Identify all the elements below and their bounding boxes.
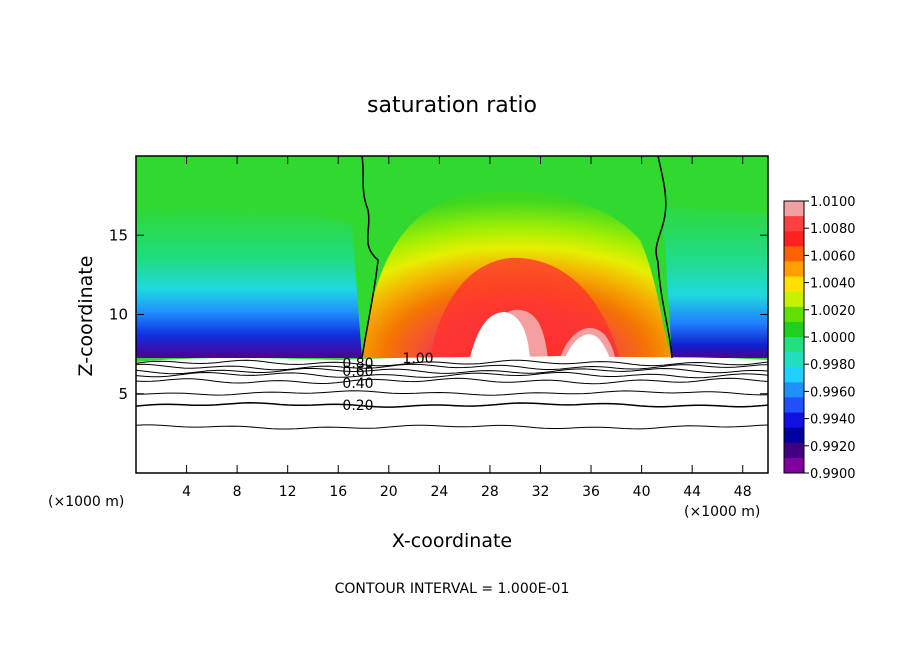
x-tick-label: 4 <box>182 484 191 500</box>
x-tick-label: 20 <box>380 484 398 500</box>
colorbar-swatch <box>784 352 804 368</box>
colorbar-label: 1.0080 <box>810 222 856 237</box>
colorbar-swatch <box>784 397 804 414</box>
contour-label: 1.00 <box>402 351 433 367</box>
colorbar-label: 1.0000 <box>810 331 856 346</box>
contour-label: 0.60 <box>342 364 373 380</box>
contour-labels: 1.00 0.800.600.40 0.20 <box>342 351 433 414</box>
colorbar-swatch <box>784 442 804 459</box>
colorbar-label: 1.0040 <box>810 277 856 292</box>
colorbar-swatch <box>784 412 804 429</box>
contour-line-1.00 <box>361 156 673 359</box>
y-axis-label: Z-coordinate <box>75 256 97 377</box>
field-left-cold-region <box>136 205 362 358</box>
colorbar-swatch <box>784 306 804 323</box>
x-tick-label: 24 <box>430 484 448 500</box>
colorbar-label: 1.0100 <box>810 195 856 210</box>
y-tick-label: 15 <box>109 226 128 244</box>
colorbar-swatch <box>784 321 804 338</box>
field-lower-dry-region <box>136 356 768 473</box>
lower-contour-line <box>136 377 768 385</box>
x-tick-label: 28 <box>481 484 499 500</box>
colorbar-swatch <box>784 201 804 217</box>
field-white-holes <box>470 312 610 358</box>
colorbar-label: 0.9940 <box>810 413 856 428</box>
x-tick-label: 8 <box>233 484 242 500</box>
colorbar-swatch <box>784 427 804 444</box>
lower-contour-line <box>136 367 768 375</box>
contour-label: 0.80 <box>342 356 373 372</box>
x-axis-label: X-coordinate <box>392 530 512 552</box>
colorbar-swatch <box>784 457 804 474</box>
y-axis-ticks: 5 10 15 <box>109 226 768 403</box>
colorbar-swatch <box>784 246 804 262</box>
colorbar-label: 0.9960 <box>810 385 856 400</box>
colorbar-label: 0.9900 <box>810 467 856 482</box>
x-axis-ticks: 4 8 12 16 20 24 28 32 36 40 44 48 <box>182 156 752 500</box>
x-tick-label: 44 <box>683 484 701 500</box>
x-tick-label: 32 <box>532 484 550 500</box>
x-tick-label: 36 <box>582 484 600 500</box>
colorbar-swatch <box>784 367 804 383</box>
colorbar-swatch <box>784 216 804 232</box>
contour-label: 0.40 <box>342 376 373 392</box>
lower-contour-lines <box>136 359 768 430</box>
colorbar-swatch <box>784 382 804 398</box>
colorbar-label: 0.9920 <box>810 440 856 455</box>
lower-contour-line <box>136 402 768 408</box>
x-tick-label: 12 <box>279 484 297 500</box>
field-right-cold-region <box>662 200 768 358</box>
colorbar: 1.0100 1.0080 1.0060 1.0040 1.0020 1.0000 0.99… <box>783 195 856 482</box>
x-tick-label: 40 <box>633 484 651 500</box>
lower-contour-line <box>136 363 768 371</box>
lower-contour-line <box>136 390 768 396</box>
lower-contour-line <box>136 371 768 379</box>
colorbar-swatch <box>784 231 804 247</box>
colorbar-swatch <box>784 291 804 308</box>
colorbar-swatch <box>784 261 804 278</box>
contour-label: 0.20 <box>342 398 373 414</box>
y-tick-label: 5 <box>118 385 128 403</box>
x-unit-label-left: (×1000 m) <box>48 494 124 510</box>
chart-title: saturation ratio <box>367 93 537 118</box>
colorbar-label: 1.0060 <box>810 249 856 264</box>
y-tick-label: 10 <box>109 306 128 324</box>
heatmap-field <box>136 156 768 473</box>
contour-interval-footer: CONTOUR INTERVAL = 1.000E-01 <box>335 581 570 597</box>
x-unit-label-right: (×1000 m) <box>684 504 760 520</box>
x-tick-label: 16 <box>329 484 347 500</box>
colorbar-label: 1.0020 <box>810 304 856 319</box>
lower-contour-line <box>136 359 768 367</box>
colorbar-label: 0.9980 <box>810 358 856 373</box>
x-tick-label: 48 <box>734 484 752 500</box>
colorbar-swatch <box>784 276 804 293</box>
lower-contour-line <box>136 424 768 430</box>
colorbar-swatch <box>784 337 804 353</box>
field-red-core <box>430 257 620 358</box>
